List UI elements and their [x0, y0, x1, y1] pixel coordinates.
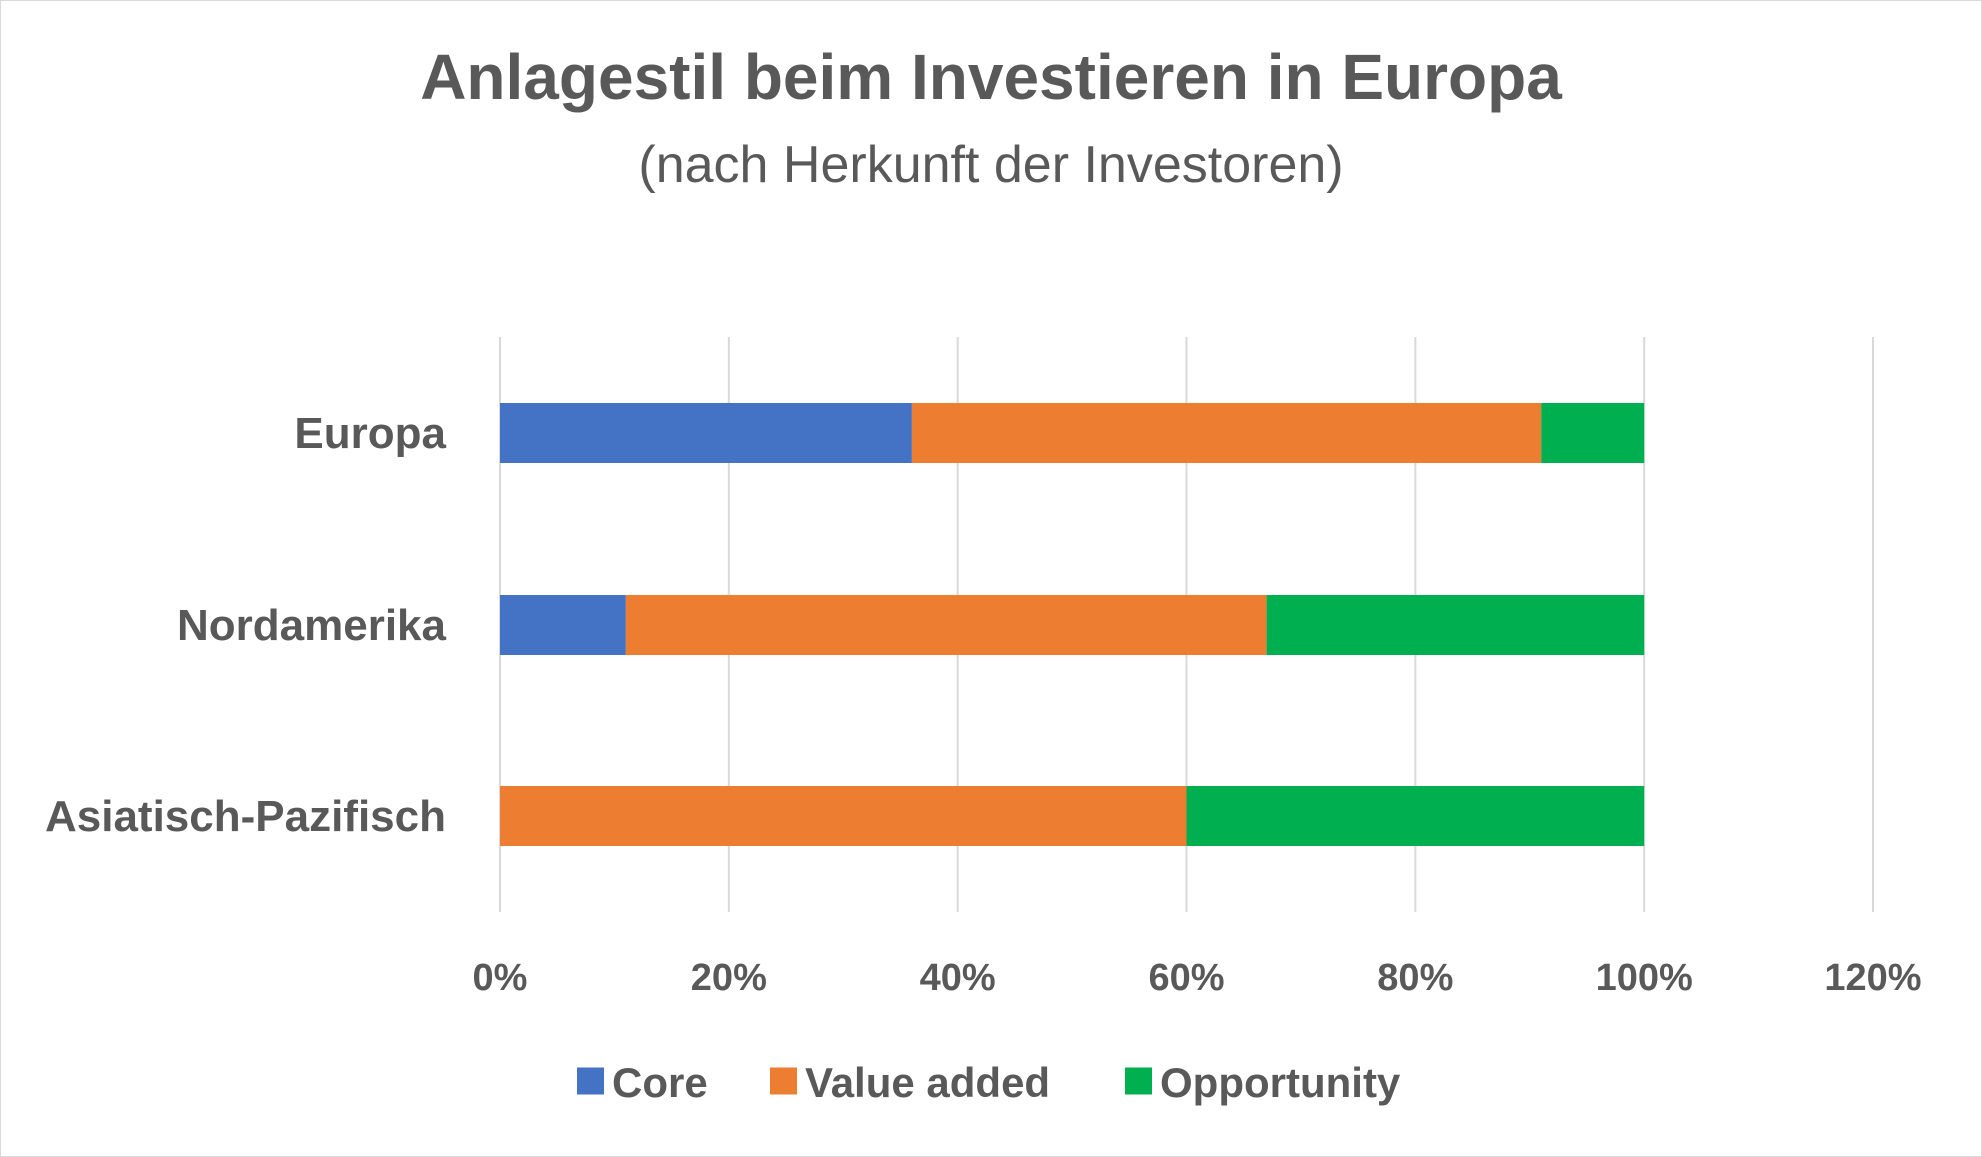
- bar-value-added: [625, 595, 1267, 655]
- bar-opportunity: [1266, 595, 1645, 655]
- legend-label: Value added: [805, 1059, 1050, 1106]
- bar-opportunity: [1541, 403, 1645, 463]
- bar-core: [500, 595, 626, 655]
- x-tick-label: 0%: [473, 957, 528, 999]
- x-tick-label: 100%: [1596, 957, 1693, 999]
- category-label: Asiatisch-Pazifisch: [45, 792, 446, 841]
- legend-swatch: [1125, 1067, 1152, 1095]
- bar-value-added: [500, 786, 1187, 846]
- chart-subtitle: (nach Herkunft der Investoren): [638, 136, 1344, 194]
- legend-label: Opportunity: [1160, 1059, 1401, 1106]
- x-tick-label: 80%: [1377, 957, 1453, 999]
- bar-core: [500, 403, 912, 463]
- bar-value-added: [911, 403, 1542, 463]
- category-label: Europa: [294, 409, 446, 458]
- chart-title: Anlagestil beim Investieren in Europa: [420, 41, 1562, 113]
- x-tick-label: 40%: [920, 957, 996, 999]
- x-tick-label: 60%: [1148, 957, 1224, 999]
- bar-opportunity: [1186, 786, 1645, 846]
- x-tick-label: 120%: [1824, 957, 1921, 999]
- legend-label: Core: [612, 1059, 708, 1106]
- x-tick-label: 20%: [691, 957, 767, 999]
- category-label: Nordamerika: [177, 601, 447, 650]
- legend-swatch: [770, 1067, 797, 1095]
- legend-swatch: [577, 1067, 604, 1095]
